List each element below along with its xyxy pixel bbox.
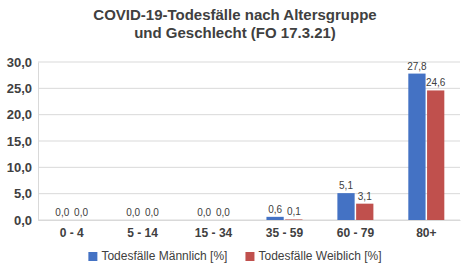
grid-line xyxy=(38,167,460,168)
legend-label: Todesfälle Weiblich [%] xyxy=(258,249,381,263)
bar xyxy=(266,217,283,220)
grid xyxy=(38,62,460,220)
x-tick: 15 - 34 xyxy=(195,220,233,240)
data-labels: 0,0 0,0 0,0 0,6 5,1 27,8 0,0 0,0 0,0 0,1 3,1 24,6 xyxy=(55,61,445,218)
x-tick: 80+ xyxy=(416,220,436,240)
data-label: 0,0 xyxy=(126,207,140,218)
x-tick-label: 80+ xyxy=(416,226,436,240)
y-tick: 0,0 xyxy=(14,213,38,228)
y-tick-label: 5,0 xyxy=(14,186,32,201)
bar xyxy=(214,220,231,221)
grid-line xyxy=(38,193,460,194)
data-label: 27,8 xyxy=(407,61,427,72)
legend-item: Todesfälle Männlich [%] xyxy=(88,249,227,263)
y-tick: 15,0 xyxy=(7,134,38,149)
data-label: 0,0 xyxy=(145,207,159,218)
y-tick-label: 10,0 xyxy=(7,160,32,175)
bars xyxy=(266,74,444,220)
data-label: 0,6 xyxy=(268,204,282,215)
data-label: 0,0 xyxy=(197,207,211,218)
bar xyxy=(285,219,302,220)
data-label: 0,0 xyxy=(216,207,230,218)
x-tick-label: 35 - 59 xyxy=(266,226,304,240)
grid-line xyxy=(38,88,460,89)
legend-swatch xyxy=(245,252,254,261)
y-tick: 25,0 xyxy=(7,81,38,96)
x-tick: 0 - 4 xyxy=(60,220,84,240)
legend: Todesfälle Männlich [%] Todesfälle Weibli… xyxy=(88,249,381,263)
y-tick-label: 25,0 xyxy=(7,81,32,96)
y-tick: 10,0 xyxy=(7,160,38,175)
data-label: 3,1 xyxy=(358,191,372,202)
y-tick-label: 30,0 xyxy=(7,55,32,70)
bar xyxy=(196,220,213,221)
x-tick: 35 - 59 xyxy=(266,220,304,240)
data-label: 0,0 xyxy=(55,207,69,218)
x-tick: 60 - 79 xyxy=(337,220,375,240)
x-tick-label: 0 - 4 xyxy=(60,226,84,240)
plot: 0,0 5,0 10,0 15,0 20,0 25,0 30,0 0 - 4 5 - 14 15 … xyxy=(7,55,461,240)
bar xyxy=(408,74,425,220)
x-tick-label: 5 - 14 xyxy=(127,226,158,240)
chart: COVID-19-Todesfälle nach Altersgruppeund… xyxy=(0,0,470,270)
legend-item: Todesfälle Weiblich [%] xyxy=(245,249,381,263)
title: COVID-19-Todesfälle nach Altersgruppeund… xyxy=(93,6,376,41)
bar-series xyxy=(285,90,444,220)
y-tick: 5,0 xyxy=(14,186,38,201)
x-tick: 5 - 14 xyxy=(127,220,158,240)
data-label: 0,0 xyxy=(74,207,88,218)
grid-line xyxy=(38,220,460,221)
y-tick-label: 0,0 xyxy=(14,213,32,228)
x-axis-line xyxy=(39,220,461,221)
data-label: 0,1 xyxy=(287,206,301,217)
y-tick: 30,0 xyxy=(7,55,38,70)
bar xyxy=(54,220,71,221)
y-axis-line xyxy=(38,63,39,221)
legend-label: Todesfälle Männlich [%] xyxy=(101,249,227,263)
bar-series xyxy=(266,74,425,220)
grid-line xyxy=(38,62,460,63)
grid-line xyxy=(38,141,460,142)
bar xyxy=(125,220,142,221)
grid-line xyxy=(38,114,460,115)
bar xyxy=(143,220,160,221)
data-label: 5,1 xyxy=(339,180,353,191)
y-tick-label: 20,0 xyxy=(7,107,32,122)
bar xyxy=(427,90,444,220)
bar xyxy=(72,220,89,221)
x-axis: 0 - 4 5 - 14 15 - 34 35 - 59 60 - 79 80+ xyxy=(39,220,461,240)
legend-swatch xyxy=(88,252,97,261)
bar xyxy=(337,193,354,220)
x-tick-label: 15 - 34 xyxy=(195,226,233,240)
y-tick-label: 15,0 xyxy=(7,134,32,149)
data-label: 24,6 xyxy=(426,77,446,88)
x-tick-label: 60 - 79 xyxy=(337,226,375,240)
y-axis: 0,0 5,0 10,0 15,0 20,0 25,0 30,0 xyxy=(7,55,39,228)
y-tick: 20,0 xyxy=(7,107,38,122)
bar xyxy=(356,204,373,220)
